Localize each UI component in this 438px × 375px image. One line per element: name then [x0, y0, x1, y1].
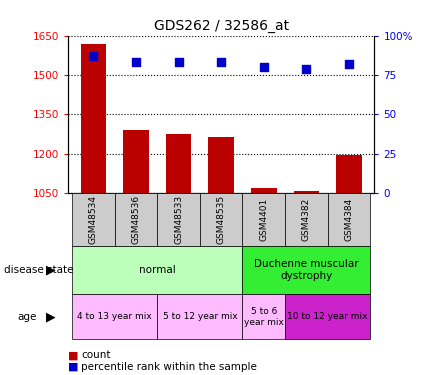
Text: GSM48534: GSM48534: [89, 195, 98, 244]
Point: [133, 59, 140, 65]
Bar: [208, 137, 234, 193]
Title: GDS262 / 32586_at: GDS262 / 32586_at: [154, 19, 289, 33]
Bar: [81, 44, 106, 193]
Text: ▶: ▶: [46, 264, 55, 276]
Text: ■: ■: [68, 351, 78, 360]
Text: GSM4401: GSM4401: [259, 198, 268, 241]
Text: ■: ■: [68, 362, 78, 372]
Text: age: age: [18, 312, 37, 322]
Text: 10 to 12 year mix: 10 to 12 year mix: [287, 312, 368, 321]
Text: 5 to 12 year mix: 5 to 12 year mix: [162, 312, 237, 321]
Text: normal: normal: [139, 265, 176, 275]
Text: GSM48535: GSM48535: [217, 195, 226, 244]
Text: GSM48536: GSM48536: [131, 195, 141, 244]
Text: Duchenne muscular
dystrophy: Duchenne muscular dystrophy: [254, 259, 359, 281]
Text: GSM48533: GSM48533: [174, 195, 183, 244]
Point: [346, 61, 353, 67]
Bar: [166, 134, 191, 193]
Text: GSM4384: GSM4384: [344, 198, 353, 241]
Bar: [123, 130, 149, 193]
Point: [175, 59, 182, 65]
Bar: [336, 155, 362, 193]
Point: [90, 53, 97, 59]
Text: 4 to 13 year mix: 4 to 13 year mix: [78, 312, 152, 321]
Point: [218, 59, 225, 65]
Bar: [251, 188, 276, 193]
Point: [260, 64, 267, 70]
Text: 5 to 6
year mix: 5 to 6 year mix: [244, 307, 284, 327]
Text: GSM4382: GSM4382: [302, 198, 311, 241]
Text: percentile rank within the sample: percentile rank within the sample: [81, 362, 257, 372]
Text: disease state: disease state: [4, 265, 74, 275]
Bar: [293, 190, 319, 193]
Point: [303, 66, 310, 72]
Text: count: count: [81, 351, 110, 360]
Text: ▶: ▶: [46, 310, 55, 323]
